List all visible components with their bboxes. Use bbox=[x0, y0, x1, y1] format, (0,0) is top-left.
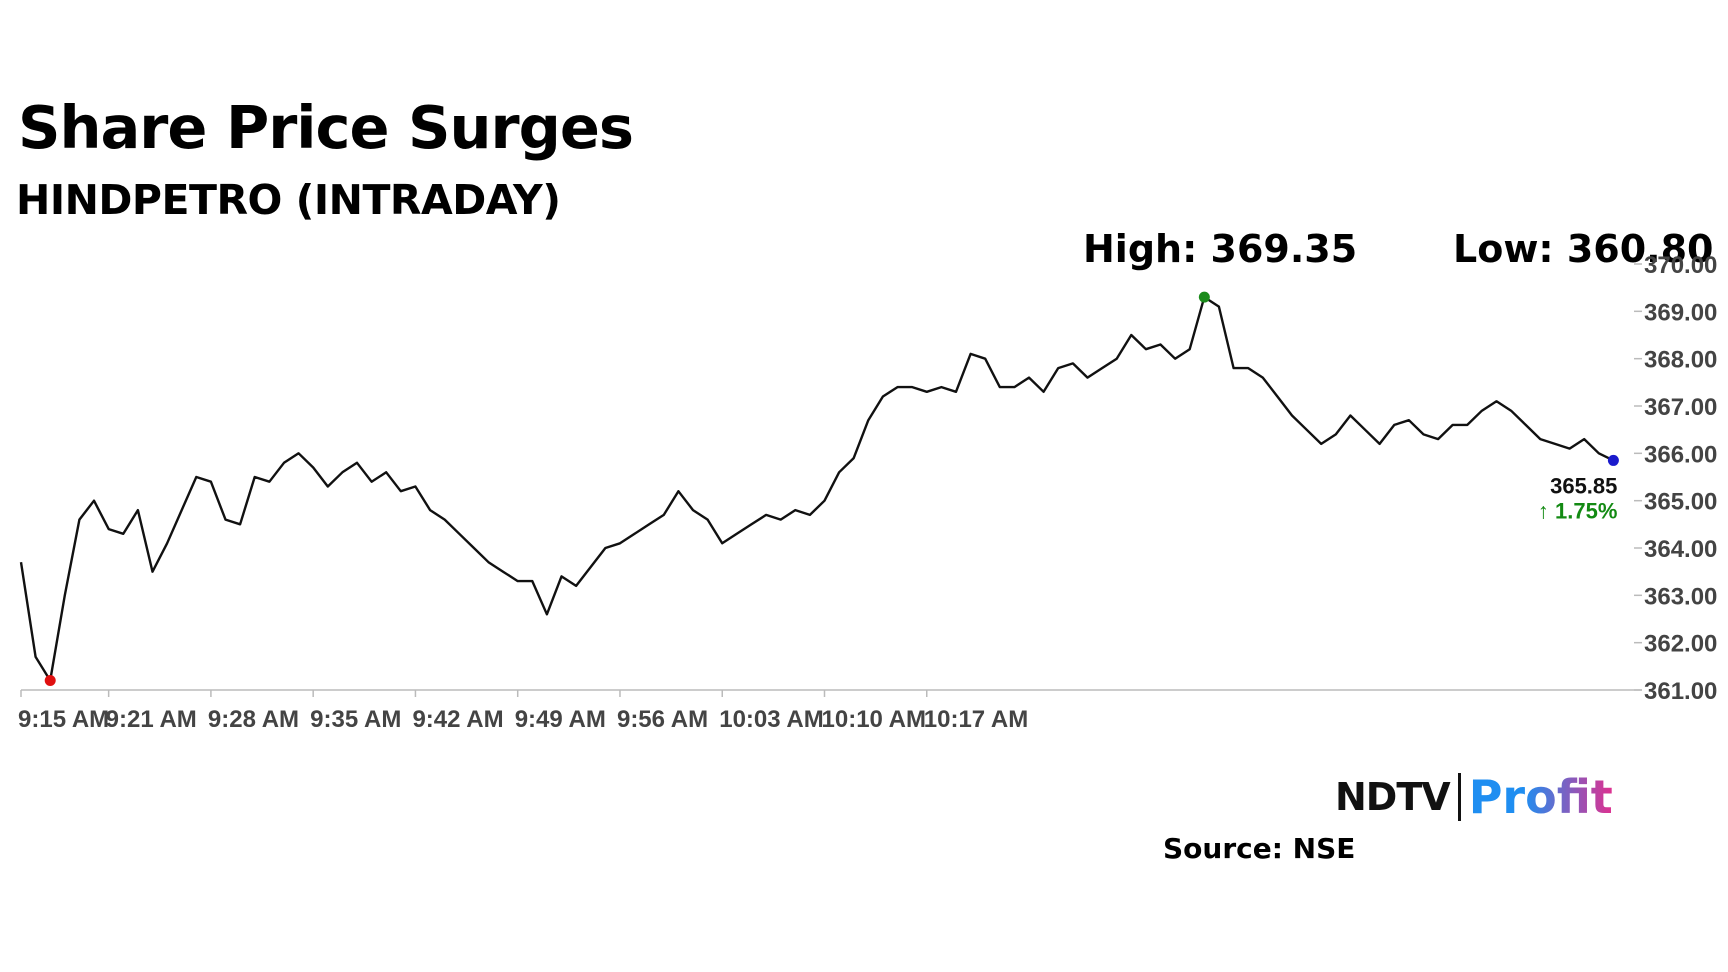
logo-ndtv-text: NDTV bbox=[1335, 775, 1451, 819]
x-tick-label: 9:35 AM bbox=[310, 706, 401, 733]
x-tick-label: 10:03 AM bbox=[719, 706, 823, 733]
source-note: Source: NSE bbox=[1163, 832, 1356, 865]
price-change-label: ↑ 1.75% bbox=[1538, 498, 1618, 523]
logo-profit-text: Profit bbox=[1468, 770, 1613, 824]
y-tick-label: 365.00 bbox=[1644, 489, 1717, 516]
low-point-marker bbox=[44, 675, 56, 687]
y-tick-label: 367.00 bbox=[1644, 394, 1717, 421]
price-series-line bbox=[19, 295, 1614, 682]
x-tick-label: 9:49 AM bbox=[515, 706, 606, 733]
y-tick-label: 364.00 bbox=[1644, 536, 1717, 563]
y-tick-label: 369.00 bbox=[1644, 299, 1717, 326]
y-tick-label: 368.00 bbox=[1644, 347, 1717, 374]
high-point-marker bbox=[1198, 291, 1210, 303]
ndtv-profit-logo: NDTV Profit bbox=[1335, 770, 1613, 824]
low-label: Low: 360.80 bbox=[1453, 227, 1714, 271]
x-tick-label: 9:42 AM bbox=[412, 706, 503, 733]
x-tick-label: 9:28 AM bbox=[208, 706, 299, 733]
high-label: High: 369.35 bbox=[1083, 227, 1358, 271]
y-tick-label: 363.00 bbox=[1644, 583, 1717, 610]
y-tick-label: 366.00 bbox=[1644, 441, 1717, 468]
x-tick-label: 10:17 AM bbox=[924, 706, 1028, 733]
y-tick-label: 362.00 bbox=[1644, 631, 1717, 658]
logo-divider bbox=[1457, 773, 1461, 821]
chart-subtitle: HINDPETRO (INTRADAY) bbox=[16, 176, 561, 224]
y-tick-label: 370.00 bbox=[1644, 252, 1717, 279]
last-price-marker bbox=[1607, 454, 1619, 466]
x-tick-label: 9:21 AM bbox=[106, 706, 197, 733]
last-price-label: 365.85 bbox=[1550, 473, 1617, 498]
x-tick-label: 9:56 AM bbox=[617, 706, 708, 733]
x-tick-label: 9:15 AM bbox=[18, 706, 109, 733]
chart-title: Share Price Surges bbox=[18, 93, 634, 162]
y-tick-label: 361.00 bbox=[1644, 678, 1717, 705]
x-tick-label: 10:10 AM bbox=[822, 706, 926, 733]
